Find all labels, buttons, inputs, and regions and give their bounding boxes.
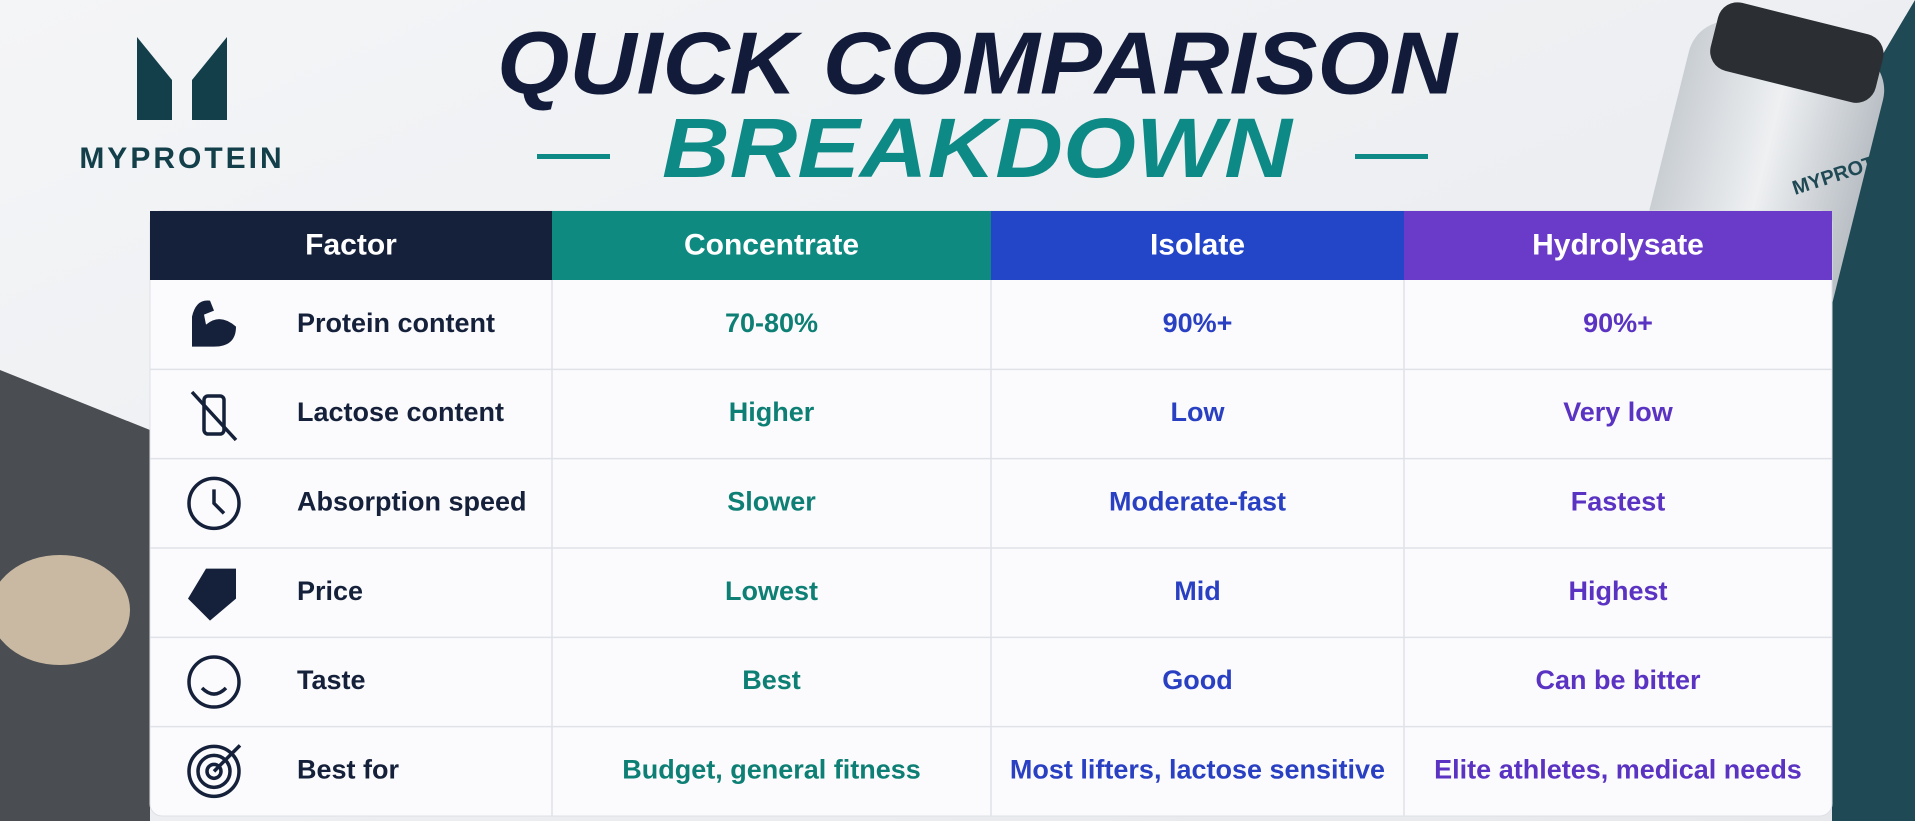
icon-shape — [212, 489, 226, 515]
factor-label: Price — [297, 576, 363, 606]
icon-shape — [205, 762, 223, 781]
cell-value: Good — [1162, 665, 1232, 695]
cell-value: Higher — [729, 397, 815, 427]
cell-value: Budget, general fitness — [622, 754, 921, 784]
icon-shape — [188, 568, 236, 621]
cell-value: Slower — [727, 486, 816, 516]
title-line1: QUICK COMPARISON — [497, 13, 1460, 112]
cell-value: Best — [742, 665, 801, 695]
logo: MYPROTEIN — [79, 37, 284, 175]
cell-value: Elite athletes, medical needs — [1434, 754, 1802, 784]
icon-shape — [187, 655, 241, 709]
powder-scoop — [0, 555, 130, 665]
icon-shape — [187, 476, 241, 531]
icon-shape — [187, 744, 241, 799]
cell-value: Lowest — [725, 576, 818, 606]
header-cell — [1404, 211, 1832, 280]
cell-value: Mid — [1174, 576, 1221, 606]
cell-value: Can be bitter — [1535, 665, 1701, 695]
factor-label: Absorption speed — [297, 486, 527, 516]
icon-shape — [192, 300, 236, 347]
icon-shape — [200, 686, 228, 696]
title-rule — [1355, 154, 1428, 159]
row-icon — [187, 744, 242, 799]
cell-value: 90%+ — [1163, 308, 1233, 338]
cell-value: Most lifters, lactose sensitive — [1010, 754, 1385, 784]
header-label: Hydrolysate — [1532, 228, 1704, 261]
factor-label: Lactose content — [297, 397, 504, 427]
header-cell — [150, 211, 552, 280]
title-line2: BREAKDOWN — [662, 101, 1295, 195]
factor-label: Best for — [297, 754, 400, 784]
header-label: Isolate — [1150, 228, 1245, 261]
row-icon — [187, 476, 241, 531]
icon-shape — [212, 744, 242, 773]
factor-label: Protein content — [297, 308, 495, 338]
cell-value: Fastest — [1571, 486, 1666, 516]
icon-shape — [196, 753, 232, 790]
row-icon — [190, 390, 238, 442]
brand-name: MYPROTEIN — [79, 142, 284, 175]
header-label: Factor — [305, 228, 397, 261]
cell-value: Moderate-fast — [1109, 486, 1286, 516]
row-icon — [192, 300, 236, 347]
row-icon — [187, 655, 241, 709]
header-label: Concentrate — [684, 228, 859, 261]
cell-value: Highest — [1568, 576, 1667, 606]
icon-shape — [190, 390, 238, 442]
row-icon — [188, 568, 236, 621]
title-rule — [537, 154, 610, 159]
header-cell — [991, 211, 1404, 280]
cell-value: 90%+ — [1583, 308, 1653, 338]
cell-value: Very low — [1563, 397, 1674, 427]
factor-label: Taste — [297, 665, 366, 695]
cell-value: 70-80% — [725, 308, 818, 338]
icon-shape — [202, 394, 226, 436]
cell-value: Low — [1171, 397, 1226, 427]
header-cell — [552, 211, 991, 280]
comparison-table: Factor Concentrate Isolate Hydrolysate Prote… — [149, 210, 1833, 817]
